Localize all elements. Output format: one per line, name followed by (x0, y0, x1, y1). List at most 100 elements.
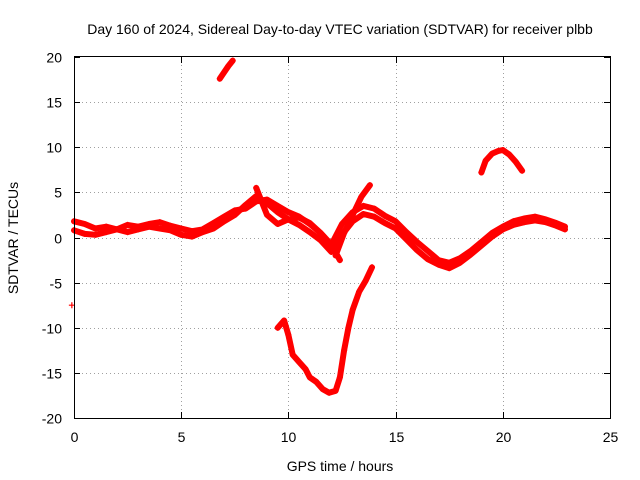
data-point (274, 324, 281, 331)
data-point (446, 259, 453, 266)
data-point (81, 220, 88, 227)
data-point (281, 317, 288, 324)
data-point (341, 347, 348, 354)
x-tick-label: 25 (603, 429, 619, 445)
data-point (156, 219, 163, 226)
data-point (221, 69, 228, 76)
data-point (199, 229, 206, 236)
data-point (274, 220, 281, 227)
data-point (495, 147, 502, 154)
data-point (188, 228, 195, 235)
data-point (274, 209, 281, 216)
data-point (403, 236, 410, 243)
x-tick-label: 10 (281, 429, 297, 445)
data-point (512, 158, 519, 165)
series-line (274, 264, 375, 396)
data-point (146, 223, 153, 230)
chart-title: Day 160 of 2024, Sidereal Day-to-day VTE… (87, 21, 593, 37)
data-point (360, 202, 367, 209)
data-point (178, 225, 185, 232)
data-series (68, 57, 568, 396)
data-point (332, 387, 339, 394)
data-point (306, 220, 313, 227)
data-point (345, 324, 352, 331)
data-point (366, 182, 373, 189)
data-point (392, 218, 399, 225)
data-point (124, 229, 131, 236)
data-point (332, 252, 339, 259)
series-lower-dip (274, 264, 376, 396)
data-point (424, 248, 431, 255)
data-point (482, 157, 489, 164)
data-point (113, 226, 120, 233)
data-point (296, 214, 303, 221)
series-line (332, 182, 373, 259)
y-tick-label: 10 (46, 140, 62, 156)
y-tick-label: -15 (42, 366, 62, 382)
data-point (124, 221, 131, 228)
data-point (362, 277, 369, 284)
data-point (506, 151, 513, 158)
data-point (467, 251, 474, 258)
y-tick-label: 15 (46, 95, 62, 111)
y-axis-label: SDTVAR / TECUs (5, 182, 21, 294)
data-point (381, 220, 388, 227)
data-point (392, 225, 399, 232)
data-point (519, 167, 526, 174)
data-point (296, 359, 303, 366)
data-point (188, 233, 195, 240)
data-point (356, 288, 363, 295)
data-point (446, 265, 453, 272)
data-point (478, 242, 485, 249)
y-tick-label: -10 (42, 321, 62, 337)
data-point (336, 374, 343, 381)
data-point (371, 213, 378, 220)
data-point (371, 205, 378, 212)
series-upper-left (216, 57, 236, 82)
data-point (285, 331, 292, 338)
series-branch-b (332, 182, 373, 259)
data-point (285, 216, 292, 223)
data-point (369, 264, 376, 271)
data-point (103, 223, 110, 230)
data-point (328, 241, 335, 248)
x-tick-label: 20 (496, 429, 512, 445)
data-point (478, 169, 485, 176)
data-point (553, 222, 560, 229)
x-axis-label: GPS time / hours (287, 458, 394, 474)
data-point (231, 211, 238, 218)
data-point (326, 389, 333, 396)
data-point (285, 209, 292, 216)
data-point (289, 351, 296, 358)
data-point (135, 226, 142, 233)
data-point (263, 211, 270, 218)
data-point (456, 259, 463, 266)
data-point (210, 225, 217, 232)
data-point (68, 302, 75, 309)
data-point (424, 256, 431, 263)
data-point (489, 150, 496, 157)
data-point (306, 229, 313, 236)
y-tick-label: -20 (42, 411, 62, 427)
data-point (360, 211, 367, 218)
data-point (403, 229, 410, 236)
data-point (317, 229, 324, 236)
data-point (521, 219, 528, 226)
data-point (336, 257, 343, 264)
data-point (435, 261, 442, 268)
data-point (414, 239, 421, 246)
series-main-2 (71, 192, 568, 272)
data-point (510, 221, 517, 228)
data-point (317, 237, 324, 244)
data-point (499, 226, 506, 233)
data-point (319, 386, 326, 393)
series-upper-right (478, 146, 526, 176)
data-point (414, 247, 421, 254)
data-point (229, 57, 236, 64)
series-outlier (68, 302, 75, 309)
data-point (313, 378, 320, 385)
y-tick-label: -5 (50, 276, 63, 292)
data-point (531, 217, 538, 224)
data-point (358, 193, 365, 200)
